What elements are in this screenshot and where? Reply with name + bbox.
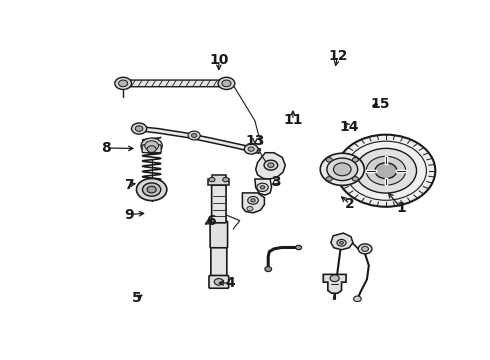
Circle shape	[115, 77, 131, 90]
Polygon shape	[323, 274, 346, 293]
Text: 11: 11	[283, 113, 303, 127]
Circle shape	[141, 138, 162, 153]
Circle shape	[147, 186, 156, 193]
Text: 13: 13	[245, 134, 265, 148]
Circle shape	[147, 146, 156, 152]
Text: 7: 7	[124, 177, 134, 192]
FancyBboxPatch shape	[210, 221, 227, 248]
Circle shape	[366, 156, 406, 185]
Text: 8: 8	[101, 141, 111, 155]
Circle shape	[248, 197, 258, 204]
Circle shape	[209, 177, 215, 182]
Circle shape	[334, 163, 351, 176]
Text: 12: 12	[328, 49, 347, 63]
Circle shape	[337, 135, 435, 207]
Circle shape	[143, 183, 161, 196]
Circle shape	[135, 126, 143, 131]
Text: 6: 6	[206, 213, 216, 228]
Text: 9: 9	[124, 207, 134, 221]
Polygon shape	[331, 233, 353, 250]
Circle shape	[247, 207, 253, 211]
Circle shape	[337, 239, 346, 246]
Circle shape	[326, 158, 332, 162]
Text: 10: 10	[209, 53, 228, 67]
Text: 5: 5	[132, 291, 141, 305]
FancyBboxPatch shape	[120, 80, 229, 87]
Circle shape	[218, 77, 235, 90]
Circle shape	[136, 179, 167, 201]
Circle shape	[330, 275, 339, 282]
Circle shape	[320, 153, 364, 185]
Circle shape	[251, 199, 255, 202]
Text: 3: 3	[271, 175, 281, 189]
Circle shape	[265, 267, 271, 271]
Circle shape	[354, 296, 361, 302]
Circle shape	[340, 242, 343, 244]
FancyBboxPatch shape	[211, 246, 227, 277]
Text: 2: 2	[345, 197, 355, 211]
Circle shape	[362, 246, 368, 251]
FancyBboxPatch shape	[142, 145, 161, 153]
Text: 14: 14	[340, 120, 359, 134]
Circle shape	[119, 80, 128, 87]
Circle shape	[295, 245, 302, 250]
Circle shape	[264, 160, 278, 170]
Text: 4: 4	[225, 276, 235, 290]
Circle shape	[345, 141, 426, 200]
Circle shape	[375, 163, 397, 179]
Circle shape	[268, 163, 274, 167]
Circle shape	[355, 148, 416, 193]
Circle shape	[326, 177, 332, 181]
Circle shape	[214, 279, 223, 285]
Circle shape	[245, 144, 258, 154]
Circle shape	[352, 177, 358, 181]
Circle shape	[248, 147, 254, 151]
Circle shape	[188, 131, 200, 140]
Polygon shape	[255, 179, 271, 195]
Text: 15: 15	[370, 96, 390, 111]
Circle shape	[257, 183, 268, 192]
Text: 1: 1	[396, 201, 406, 215]
Circle shape	[222, 177, 229, 182]
FancyBboxPatch shape	[209, 275, 229, 288]
Circle shape	[327, 158, 358, 181]
Polygon shape	[137, 126, 261, 153]
Polygon shape	[208, 175, 229, 185]
FancyBboxPatch shape	[212, 185, 226, 223]
Circle shape	[352, 158, 358, 162]
Polygon shape	[256, 153, 285, 179]
Circle shape	[145, 141, 158, 151]
Circle shape	[192, 134, 197, 138]
Polygon shape	[243, 193, 265, 213]
Circle shape	[358, 244, 372, 254]
Circle shape	[131, 123, 147, 134]
Circle shape	[260, 186, 265, 189]
Circle shape	[222, 80, 231, 87]
